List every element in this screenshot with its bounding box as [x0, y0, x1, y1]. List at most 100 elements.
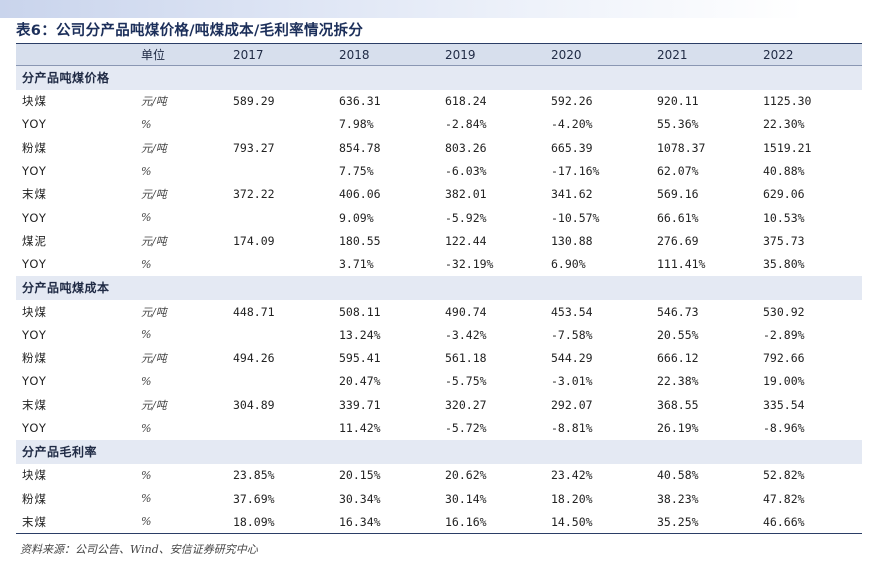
header-cell-2019: 2019: [445, 43, 551, 66]
value-cell: -8.96%: [763, 421, 805, 435]
value-cell: 23.85%: [233, 468, 275, 483]
value-cell: 1078.37: [657, 140, 706, 155]
value-cell: 792.66: [763, 351, 805, 366]
value-cell: 40.58%: [657, 468, 699, 483]
value-cell: 6.90%: [551, 257, 586, 272]
row-label: 末煤: [22, 187, 47, 202]
value-cell: 9.09%: [339, 210, 374, 225]
value-cell: -2.89%: [763, 327, 805, 342]
value-cell: 665.39: [551, 140, 593, 155]
table-row: 粉煤 元/吨 793.27 854.78 803.26 665.39 1078.37 1519…: [16, 136, 862, 159]
value-cell: 66.61%: [657, 210, 699, 225]
value-cell: 494.26: [233, 351, 275, 366]
value-cell: -8.81%: [551, 421, 593, 435]
unit-cell: %: [141, 164, 152, 178]
section-title: 分产品毛利率: [22, 445, 98, 460]
value-cell: 111.41%: [657, 257, 706, 272]
value-cell: 636.31: [339, 94, 381, 109]
value-cell: -17.16%: [551, 164, 600, 179]
value-cell: 47.82%: [763, 491, 805, 506]
section-header-row: 分产品毛利率: [16, 439, 862, 464]
value-cell: 20.55%: [657, 327, 699, 342]
value-cell: -5.72%: [445, 421, 487, 435]
value-cell: 561.18: [445, 351, 487, 366]
row-label: YOY: [22, 210, 47, 225]
unit-cell: %: [141, 510, 233, 535]
value-cell: 30.14%: [445, 491, 487, 506]
value-cell: 453.54: [551, 304, 593, 319]
table-title: 表6：公司分产品吨煤价格/吨煤成本/毛利率情况拆分: [16, 23, 364, 39]
value-cell: 37.69%: [233, 491, 275, 506]
row-label: YOY: [22, 257, 47, 272]
value-cell: -5.75%: [445, 374, 487, 389]
value-cell: 341.62: [551, 187, 593, 202]
value-cell: 13.24%: [339, 327, 381, 342]
unit-cell: %: [141, 374, 152, 388]
value-cell: 14.50%: [551, 510, 657, 535]
value-cell: 46.66%: [763, 510, 862, 535]
value-cell: 18.09%: [233, 510, 339, 535]
value-cell: 18.20%: [551, 491, 593, 506]
value-cell: 19.00%: [763, 374, 805, 389]
value-cell: 320.27: [445, 397, 487, 412]
value-cell: 276.69: [657, 233, 699, 248]
value-cell: -4.20%: [551, 117, 593, 132]
value-cell: 335.54: [763, 397, 805, 412]
value-cell: 122.44: [445, 233, 487, 248]
unit-cell: 元/吨: [141, 352, 167, 366]
table-row: YOY% 13.24% -3.42% -7.58% 20.55% -2.89%: [16, 323, 862, 346]
table-row: 块煤% 23.85% 20.15% 20.62% 23.42% 40.58% 52.82%: [16, 464, 862, 487]
value-cell: -32.19%: [445, 257, 494, 272]
table-row: YOY% 9.09% -5.92% -10.57% 66.61% 10.53%: [16, 206, 862, 229]
value-cell: [233, 206, 339, 229]
value-cell: -6.03%: [445, 164, 487, 179]
unit-cell: 元/吨: [141, 398, 167, 412]
header-cell-2017: 2017: [233, 43, 339, 66]
value-cell: 7.98%: [339, 117, 374, 132]
value-cell: -2.84%: [445, 117, 487, 132]
header-cell-2020: 2020: [551, 43, 657, 66]
unit-cell: %: [141, 117, 152, 131]
row-label: 粉煤: [22, 140, 47, 155]
unit-cell: 元/吨: [141, 305, 167, 319]
source-note: 资料来源：公司公告、Wind、安信证券研究中心: [20, 543, 258, 556]
value-cell: 38.23%: [657, 491, 699, 506]
value-cell: 20.47%: [339, 374, 381, 389]
value-cell: 10.53%: [763, 210, 805, 225]
unit-cell: 元/吨: [141, 95, 167, 109]
value-cell: 55.36%: [657, 117, 699, 132]
value-cell: 292.07: [551, 397, 593, 412]
value-cell: [233, 370, 339, 393]
value-cell: 40.88%: [763, 164, 805, 179]
value-cell: 20.62%: [445, 468, 487, 483]
value-cell: 372.22: [233, 187, 275, 202]
table-row: 末煤 元/吨 372.22 406.06 382.01 341.62 569.16 629.0…: [16, 183, 862, 206]
section-header-row: 分产品吨煤价格: [16, 65, 862, 90]
section-title: 分产品吨煤成本: [22, 281, 110, 296]
table-row: YOY% 7.98% -2.84% -4.20% 55.36% 22.30%: [16, 113, 862, 136]
table-row: 粉煤% 37.69% 30.34% 30.14% 18.20% 38.23% 47.82%: [16, 487, 862, 510]
header-row: 单位 2017 2018 2019 2020 2021 2022: [16, 43, 862, 66]
value-cell: 544.29: [551, 351, 593, 366]
header-gradient-bar: [0, 0, 894, 18]
value-cell: [233, 416, 339, 439]
value-cell: [233, 159, 339, 182]
table-row: 末煤 元/吨 304.89 339.71 320.27 292.07 368.55 335.5…: [16, 393, 862, 416]
value-cell: 595.41: [339, 351, 381, 366]
table-row: 末煤% 18.09% 16.34% 16.16% 14.50% 35.25% 46.66%: [16, 510, 862, 535]
unit-cell: %: [141, 257, 152, 271]
table-body: 分产品吨煤价格 块煤 元/吨 589.29 636.31 618.24 592.26 920.…: [16, 65, 862, 535]
value-cell: 546.73: [657, 304, 699, 319]
row-label: YOY: [22, 421, 47, 435]
value-cell: 52.82%: [763, 468, 805, 483]
value-cell: -5.92%: [445, 210, 487, 225]
unit-cell: %: [141, 468, 152, 482]
value-cell: 530.92: [763, 304, 805, 319]
data-table: 单位 2017 2018 2019 2020 2021 2022 分产品吨煤价格…: [16, 43, 862, 535]
value-cell: -10.57%: [551, 210, 600, 225]
value-cell: 629.06: [763, 187, 805, 202]
row-label: YOY: [22, 327, 47, 342]
value-cell: 339.71: [339, 397, 381, 412]
value-cell: 174.09: [233, 233, 275, 248]
value-cell: 11.42%: [339, 421, 381, 435]
